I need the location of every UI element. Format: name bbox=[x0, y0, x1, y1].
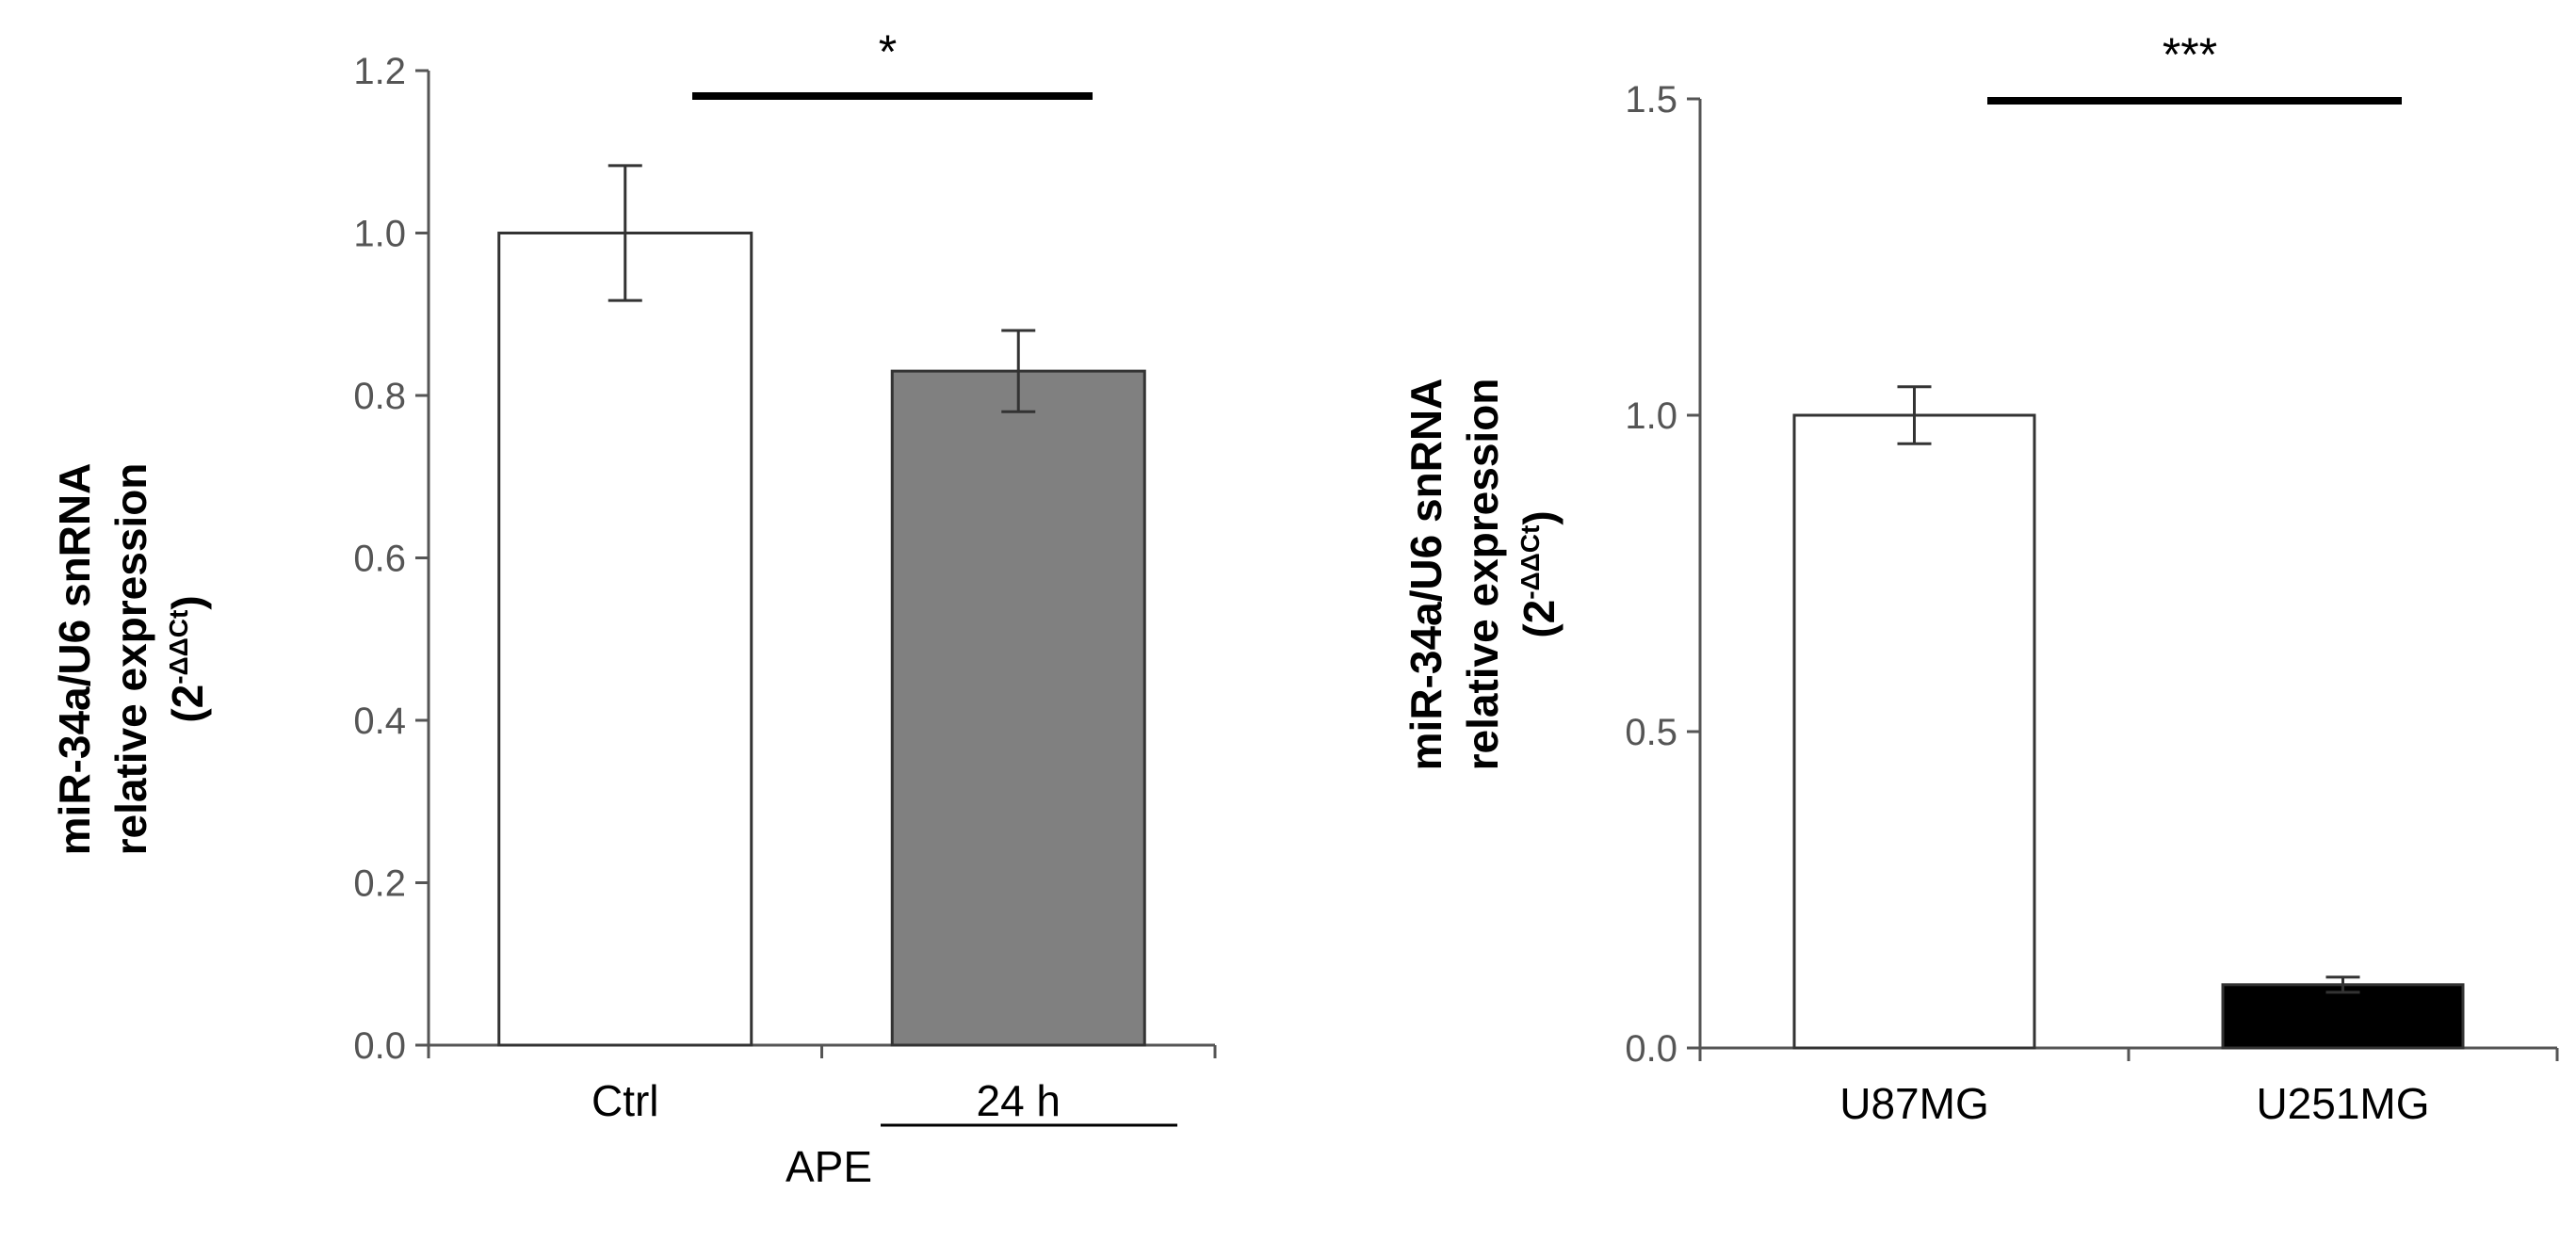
y-tick-label: 1.0 bbox=[1625, 395, 1677, 437]
category-label: U251MG bbox=[2256, 1079, 2429, 1128]
bar-24-h bbox=[890, 369, 1146, 1047]
plot-area-left: 0.0 0.2 0.4 0.6 0.8 1.0 1.2 Ctrl 24 h * bbox=[353, 25, 1217, 1127]
category-label: 24 h bbox=[976, 1076, 1061, 1125]
chart-right: miR-34a/U6 snRNA relative expression (2-… bbox=[1401, 28, 2559, 1128]
y-axis-label-unit-open: (2 bbox=[163, 685, 212, 723]
y-axis-label-line1: miR-34a/U6 snRNA bbox=[50, 463, 99, 856]
y-tick-label: 0.0 bbox=[1625, 1028, 1677, 1070]
category-label: Ctrl bbox=[591, 1076, 659, 1125]
y-tick-label: 0.8 bbox=[353, 376, 406, 417]
y-axis-label-unit-exponent: -ΔΔCt bbox=[1515, 525, 1545, 600]
y-axis-label-unit-exponent: -ΔΔCt bbox=[164, 610, 193, 685]
significance-marker: *** bbox=[2163, 28, 2217, 81]
y-axis-label-unit-close: ) bbox=[1515, 510, 1563, 524]
y-tick-label: 0.0 bbox=[353, 1025, 406, 1067]
category-label: U87MG bbox=[1839, 1079, 1988, 1128]
group-label-ape: APE bbox=[786, 1142, 872, 1191]
y-tick-label: 0.5 bbox=[1625, 712, 1677, 753]
bar-u251mg bbox=[2221, 983, 2465, 1050]
plot-area-right: 0.0 0.5 1.0 1.5 U87MG U251MG *** bbox=[1625, 28, 2559, 1128]
y-tick-label: 0.2 bbox=[353, 863, 406, 905]
y-axis-label-line1: miR-34a/U6 snRNA bbox=[1401, 379, 1450, 771]
y-tick-label: 1.0 bbox=[353, 214, 406, 255]
y-axis-label-line2: relative expression bbox=[106, 463, 155, 856]
chart-left: miR-34a/U6 snRNA relative expression (2-… bbox=[50, 25, 1217, 1191]
bar-u87mg bbox=[1792, 413, 2036, 1050]
y-tick-label: 1.5 bbox=[1625, 79, 1677, 121]
y-axis-label-line3: (2-ΔΔCt) bbox=[163, 595, 212, 722]
bar-ctrl bbox=[497, 232, 753, 1047]
y-axis-label-line3: (2-ΔΔCt) bbox=[1515, 510, 1563, 637]
y-axis-label-right: miR-34a/U6 snRNA relative expression (2-… bbox=[1401, 379, 1563, 771]
y-tick-label: 0.4 bbox=[353, 701, 406, 742]
significance-marker: * bbox=[879, 25, 897, 78]
y-tick-label: 0.6 bbox=[353, 539, 406, 580]
y-axis-label-unit-close: ) bbox=[163, 595, 212, 609]
y-axis-label-unit-open: (2 bbox=[1515, 600, 1563, 638]
y-tick-label: 1.2 bbox=[353, 51, 406, 92]
y-axis-label-line2: relative expression bbox=[1458, 379, 1507, 771]
y-axis-label-left: miR-34a/U6 snRNA relative expression (2-… bbox=[50, 463, 212, 856]
